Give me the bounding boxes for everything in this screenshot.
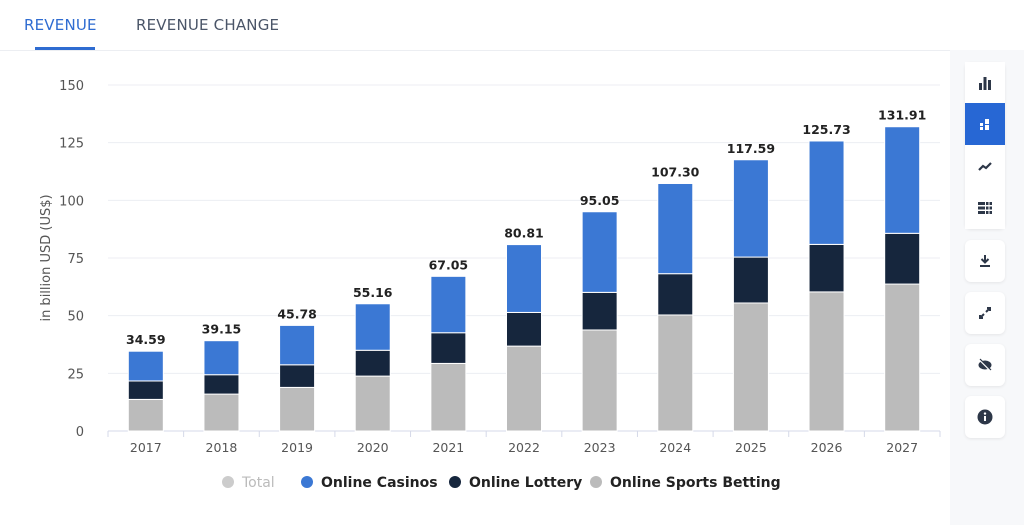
bar-segment-online-sports-betting (127, 398, 164, 432)
bar-segment-online-casinos (808, 140, 845, 245)
active-tab-indicator (35, 47, 95, 50)
bar-segment-online-casinos (203, 340, 240, 376)
bar-segment-online-sports-betting (430, 362, 467, 432)
x-tick-label: 2021 (432, 440, 464, 455)
data-label-total: 67.05 (429, 257, 469, 272)
table-icon (978, 202, 992, 214)
download-icon (980, 255, 990, 267)
hide-button[interactable] (965, 344, 1005, 386)
bar-segment-online-sports-betting (657, 314, 694, 432)
table-button[interactable] (965, 187, 1005, 229)
x-tick-label: 2025 (735, 440, 767, 455)
y-tick-label: 150 (59, 79, 84, 94)
bar-segment-online-lottery (657, 273, 694, 316)
bar-segment-online-lottery (354, 349, 391, 377)
x-tick-label: 2019 (281, 440, 313, 455)
bar-chart-button[interactable] (965, 62, 1005, 104)
bar-segment-online-lottery (732, 256, 769, 304)
data-label-total: 34.59 (126, 332, 166, 347)
bar-segment-online-lottery (884, 232, 921, 285)
x-tick-label: 2018 (206, 440, 238, 455)
data-label-total: 125.73 (802, 122, 850, 137)
bar-segment-online-sports-betting (581, 329, 618, 432)
bar-segment-online-casinos (657, 182, 694, 275)
bar-segment-online-casinos (884, 126, 921, 234)
legend-marker (449, 476, 461, 488)
y-tick-label: 100 (59, 194, 84, 209)
data-label-total: 131.91 (878, 108, 926, 123)
y-tick-label: 0 (76, 425, 84, 440)
bar-segment-online-sports-betting (732, 302, 769, 432)
stacked-bar-button[interactable] (965, 103, 1005, 145)
line-chart-icon (978, 162, 992, 171)
chart-type-group (965, 62, 1005, 229)
x-tick-label: 2024 (659, 440, 691, 455)
x-tick-label: 2017 (130, 440, 162, 455)
bar-segment-online-casinos (581, 211, 618, 293)
x-tick-label: 2026 (811, 440, 843, 455)
bar-segment-online-lottery (581, 291, 618, 331)
tab-revenue[interactable]: REVENUE (24, 16, 97, 34)
info-button[interactable] (965, 396, 1005, 438)
bar-segment-online-casinos (506, 244, 542, 313)
tab-bar: REVENUE REVENUE CHANGE (0, 0, 1024, 51)
bar-segment-online-casinos (354, 303, 391, 351)
bar-segment-online-casinos (430, 275, 467, 334)
fullscreen-icon (979, 307, 991, 319)
bar-segment-online-lottery (279, 364, 316, 388)
bar-segment-online-lottery (127, 380, 164, 400)
y-axis-label: in billion USD (US$) (39, 194, 54, 321)
y-tick-label: 75 (67, 252, 84, 267)
x-tick-label: 2020 (357, 440, 389, 455)
y-tick-label: 50 (67, 310, 84, 325)
y-tick-label: 25 (67, 367, 84, 382)
bar-segment-online-sports-betting (808, 291, 845, 432)
legend-item-online-sports-betting[interactable]: Online Sports Betting (610, 475, 781, 491)
legend-item-online-lottery[interactable]: Online Lottery (469, 475, 582, 491)
bar-segment-online-casinos (732, 159, 769, 258)
bar-segment-online-lottery (808, 243, 845, 293)
legend-item-online-casinos[interactable]: Online Casinos (321, 475, 438, 491)
bar-segment-online-sports-betting (506, 345, 542, 432)
x-tick-label: 2027 (886, 440, 918, 455)
x-tick-label: 2023 (584, 440, 616, 455)
data-label-total: 117.59 (727, 141, 775, 156)
bar-segment-online-casinos (127, 350, 164, 382)
bar-chart-icon (979, 77, 991, 90)
legend-marker (222, 476, 234, 488)
line-chart-button[interactable] (965, 145, 1005, 187)
legend-marker (301, 476, 313, 488)
download-button[interactable] (965, 240, 1005, 282)
data-label-total: 95.05 (580, 193, 620, 208)
data-label-total: 45.78 (277, 306, 317, 321)
data-label-total: 107.30 (651, 164, 700, 179)
bar-segment-online-lottery (430, 332, 467, 364)
info-icon (977, 409, 993, 425)
tab-revenue-change[interactable]: REVENUE CHANGE (136, 16, 280, 34)
bar-segment-online-lottery (506, 311, 542, 347)
data-label-total: 55.16 (353, 285, 393, 300)
x-tick-label: 2022 (508, 440, 540, 455)
hide-icon (978, 358, 992, 372)
bar-segment-online-sports-betting (884, 283, 921, 432)
fullscreen-button[interactable] (965, 292, 1005, 334)
data-label-total: 80.81 (504, 226, 544, 241)
bar-segment-online-sports-betting (203, 393, 240, 432)
bar-segment-online-lottery (203, 374, 240, 395)
legend-item-total[interactable]: Total (241, 475, 275, 491)
legend-marker (590, 476, 602, 488)
bar-segment-online-casinos (279, 324, 316, 366)
data-label-total: 39.15 (202, 322, 242, 337)
bar-segment-online-sports-betting (354, 375, 391, 432)
bar-segment-online-sports-betting (279, 386, 316, 432)
stacked-bar-icon (980, 119, 989, 130)
y-tick-label: 125 (59, 137, 84, 152)
